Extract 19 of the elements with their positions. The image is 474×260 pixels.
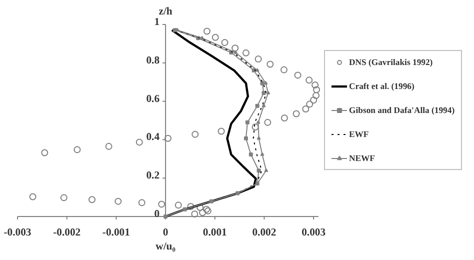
legend-label: Gibson and Dafa'Alla (1994) bbox=[349, 105, 455, 115]
x-tick-label: -0.002 bbox=[53, 228, 81, 238]
legend-label: NEWF bbox=[349, 153, 375, 163]
x-tick-label: 0.002 bbox=[252, 228, 276, 238]
y-tick-label: 0.4 bbox=[146, 132, 160, 144]
legend-label: DNS (Gavrilakis 1992) bbox=[349, 57, 433, 67]
y-tick-label: 0.2 bbox=[146, 170, 160, 182]
legend-label: EWF bbox=[349, 129, 369, 139]
x-axis-title: w/u₀ bbox=[156, 242, 176, 252]
y-tick-label: 1 bbox=[154, 17, 160, 28]
y-tick-label: 0.6 bbox=[146, 94, 160, 105]
x-tick-label: -0.003 bbox=[4, 228, 32, 238]
x-tick-label: 0.001 bbox=[202, 228, 227, 238]
y-tick-label: 0.8 bbox=[146, 55, 160, 66]
x-tick-label: 0.003 bbox=[302, 228, 326, 238]
legend-label: Craft et al. (1996) bbox=[349, 81, 414, 91]
y-axis-title: z/h bbox=[158, 6, 172, 18]
x-tick-label: 0 bbox=[162, 228, 168, 238]
x-tick-label: -0.001 bbox=[102, 228, 130, 238]
